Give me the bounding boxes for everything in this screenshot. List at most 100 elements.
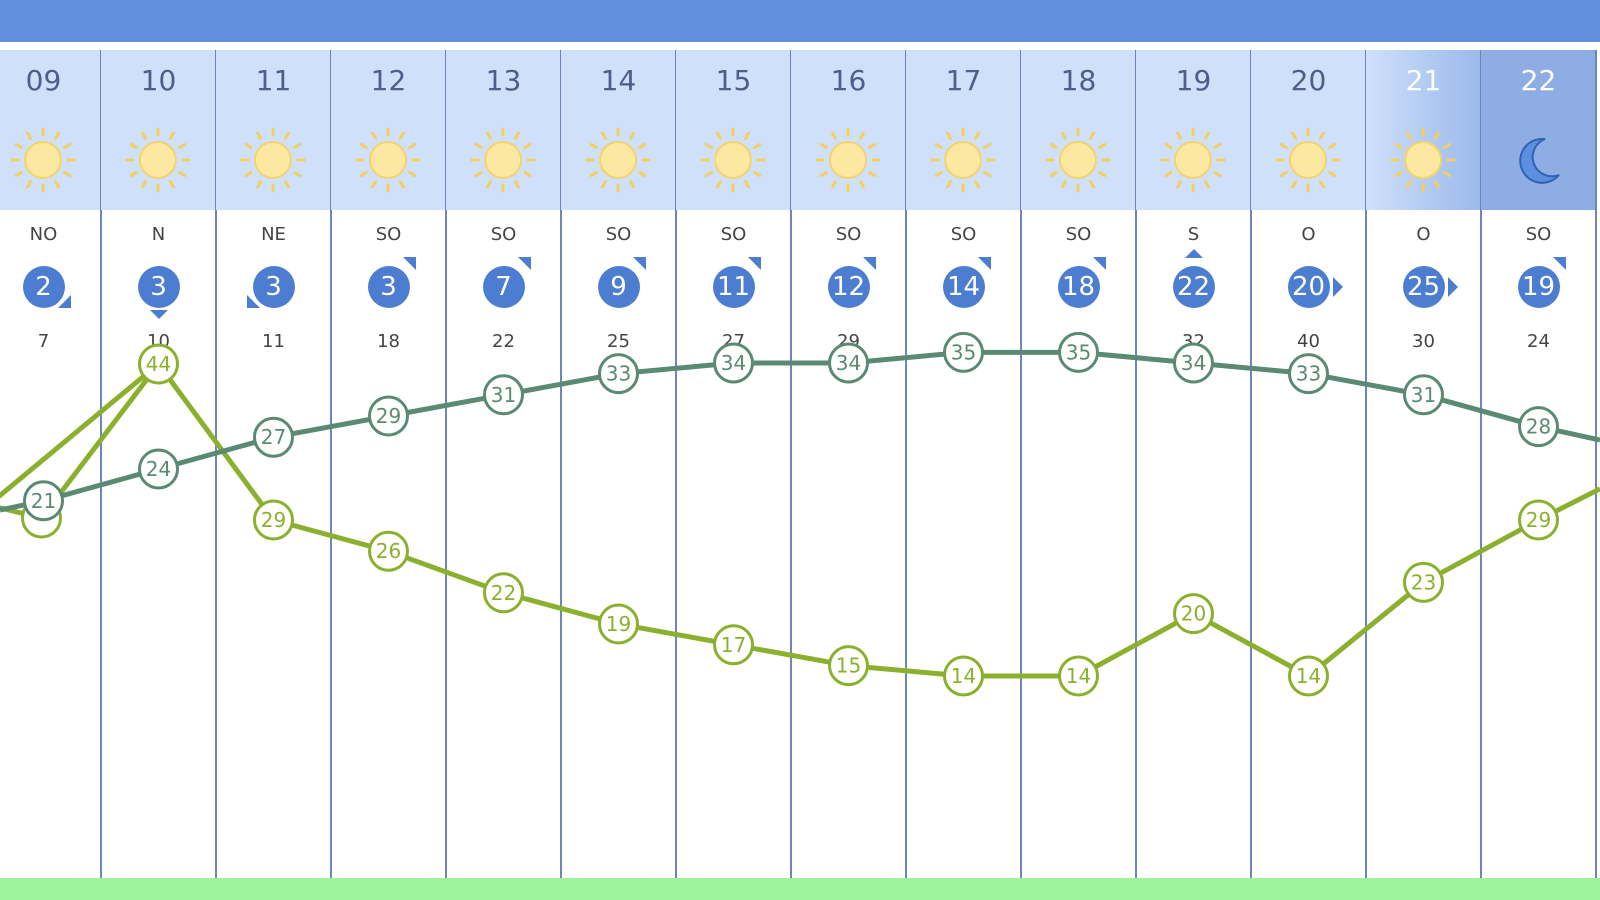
hour-label: 19 (1175, 64, 1212, 97)
hour-label: 14 (600, 64, 637, 97)
column-divider (100, 50, 102, 878)
column-header (0, 50, 101, 210)
series-2-label: 14 (951, 664, 976, 688)
series-2-label: 15 (836, 654, 861, 678)
wind-direction: NE (261, 224, 286, 245)
wind-direction: NO (29, 224, 58, 245)
column-divider (675, 50, 677, 878)
series-2-point: 15 (828, 645, 869, 687)
top-gap (0, 42, 1600, 50)
forecast-column: 12 SO 3 18 (331, 0, 446, 900)
forecast-column: 13 SO 7 22 (446, 0, 561, 900)
series-2-label: 26 (376, 539, 401, 563)
hour-label: 10 (140, 64, 177, 97)
series-2-label: 44 (146, 352, 171, 376)
series-1-label: 35 (1066, 340, 1091, 364)
series-1-label: 34 (1181, 351, 1206, 375)
series-2-label: 19 (606, 612, 631, 636)
series-1-label: 21 (31, 489, 56, 513)
wind-gust: 40 (1297, 331, 1320, 352)
wind-direction: SO (490, 224, 517, 245)
sun-icon (0, 125, 101, 195)
series-2-point: 20 (1173, 593, 1214, 635)
series-1-label: 24 (146, 457, 171, 481)
series-1-label: 31 (1411, 383, 1436, 407)
column-divider (1020, 50, 1022, 878)
wind-direction: SO (720, 224, 747, 245)
series-1-point: 33 (1288, 353, 1329, 395)
column-divider (330, 50, 332, 878)
wind-gust: 24 (1527, 331, 1550, 352)
hour-label: 11 (255, 64, 292, 97)
moon-icon (1481, 125, 1596, 195)
hour-label: 18 (1060, 64, 1097, 97)
series-2-label: 14 (1066, 664, 1091, 688)
wind-arrow-icon (1092, 257, 1106, 270)
hour-label: 17 (945, 64, 982, 97)
forecast-column: 20 O 20 40 (1251, 0, 1366, 900)
wind-arrow-icon (977, 257, 991, 270)
series-1-label: 34 (836, 351, 861, 375)
forecast-column: 09 NO 2 7 (0, 0, 101, 900)
series-2-point: 29 (253, 499, 294, 541)
series-2-label: 20 (1181, 602, 1206, 626)
wind-arrow-icon (402, 257, 416, 270)
column-divider (1480, 50, 1482, 878)
wind-arrow-icon (632, 257, 646, 270)
series-2-label: 17 (721, 633, 746, 657)
sun-icon (1251, 125, 1366, 195)
series-2-point: 14 (943, 655, 984, 697)
wind-speed-badge: 3 (252, 266, 295, 308)
series-2-point: 14 (1058, 655, 1099, 697)
series-1-point: 27 (253, 416, 294, 458)
sun-icon (331, 125, 446, 195)
wind-gust: 7 (37, 331, 50, 352)
forecast-column: 14 SO 9 25 (561, 0, 676, 900)
series-1-point: 28 (1518, 406, 1559, 448)
forecast-column: 15 SO 11 27 (676, 0, 791, 900)
wind-direction: SO (605, 224, 632, 245)
series-2-label: 23 (1411, 570, 1436, 594)
column-divider (1595, 50, 1597, 878)
series-2-point: 23 (1403, 561, 1444, 603)
series-1-label: 35 (951, 340, 976, 364)
series-2-point: 26 (368, 530, 409, 572)
hour-label: 09 (25, 64, 62, 97)
sun-icon (101, 125, 216, 195)
wind-speed-badge: 18 (1057, 266, 1100, 308)
series-1-point: 21 (23, 480, 64, 522)
series-2-point: 22 (483, 572, 524, 614)
wind-arrow-icon (517, 257, 531, 270)
wind-arrow-icon (149, 310, 168, 319)
series-2-label: 29 (1526, 508, 1551, 532)
series-2-label: 29 (261, 508, 286, 532)
series-1-point: 29 (368, 395, 409, 437)
sun-icon (676, 125, 791, 195)
series-1-point: 34 (1173, 342, 1214, 384)
hour-label: 21 (1405, 64, 1442, 97)
wind-gust: 18 (377, 331, 400, 352)
wind-gust: 25 (607, 331, 630, 352)
column-divider (1250, 50, 1252, 878)
column-divider (1135, 50, 1137, 878)
wind-gust: 22 (492, 331, 515, 352)
series-1-label: 33 (1296, 362, 1321, 386)
series-2-line-start (0, 362, 161, 521)
wind-direction: S (1187, 224, 1200, 245)
series-2-point: 17 (713, 624, 754, 666)
wind-gust: 30 (1412, 331, 1435, 352)
series-1-point: 34 (828, 342, 869, 384)
hour-label: 15 (715, 64, 752, 97)
wind-speed-badge: 3 (367, 266, 410, 308)
sun-icon (446, 125, 561, 195)
series-1-label: 31 (491, 383, 516, 407)
series-1-point: 33 (598, 353, 639, 395)
forecast-column: 10 N 3 10 (101, 0, 216, 900)
column-divider (790, 50, 792, 878)
wind-arrow-icon (1184, 249, 1203, 258)
series-2-line (0, 361, 1600, 679)
wind-arrow-icon (1332, 277, 1343, 297)
forecast-column: 11 NE 3 11 (216, 0, 331, 900)
top-bar (0, 0, 1600, 42)
wind-direction: O (1416, 224, 1431, 245)
